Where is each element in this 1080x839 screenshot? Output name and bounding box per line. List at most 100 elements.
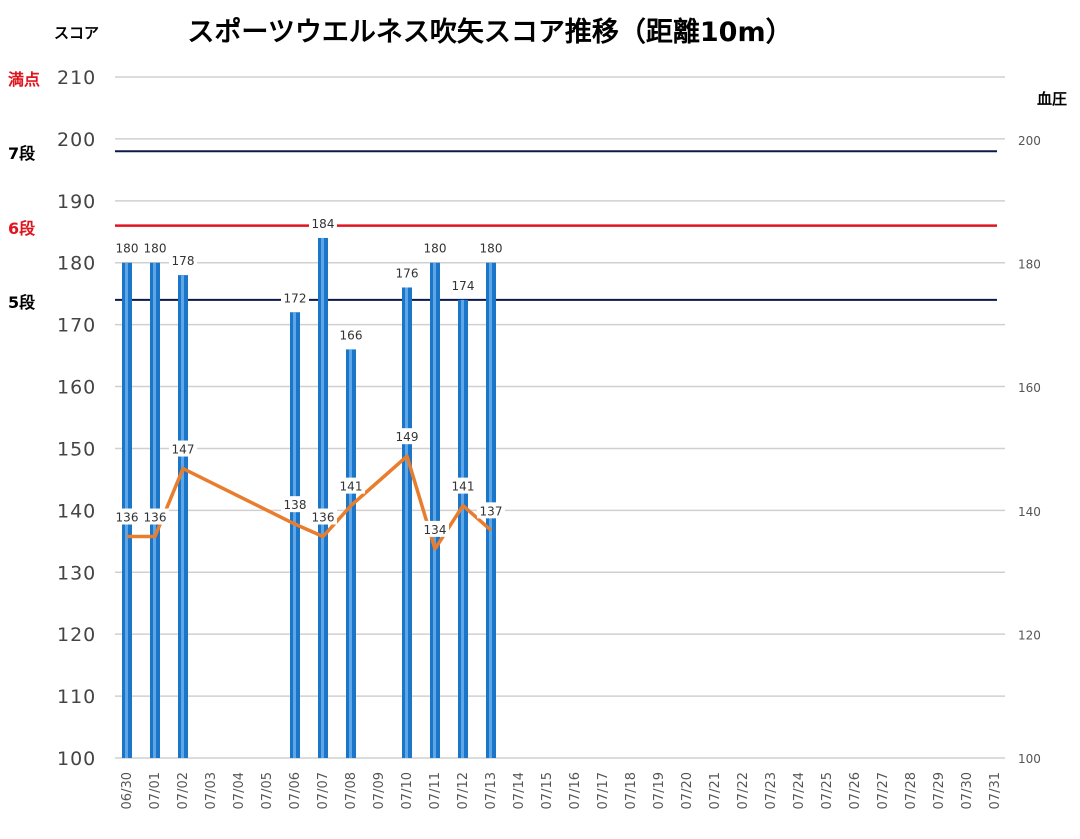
x-tick-label: 07/02 [176, 772, 191, 809]
x-tick-label: 07/19 [652, 772, 667, 809]
left-axis-title: スコア [54, 24, 100, 42]
x-tick-label: 07/24 [792, 772, 807, 809]
chart-title: スポーツウエルネス吹矢スコア推移（距離10m） [187, 17, 793, 48]
x-tick-label: 07/07 [316, 772, 331, 809]
data-label-bg [141, 239, 169, 256]
x-tick-label: 07/08 [344, 772, 359, 809]
x-tick-label: 07/17 [596, 772, 611, 809]
bar-data-label: 172 [284, 291, 307, 305]
data-label-bg [477, 239, 505, 256]
x-tick-label: 07/31 [988, 772, 1003, 809]
line-data-label: 136 [144, 511, 167, 525]
x-tick-label: 07/12 [456, 772, 471, 809]
bar-highlight [405, 287, 408, 758]
y2-tick-label: 160 [1018, 381, 1041, 395]
data-label-bg [393, 264, 421, 281]
y-tick-label: 170 [57, 315, 96, 337]
rank-7-label: 7段 [8, 144, 36, 164]
bar-data-label: 180 [116, 242, 139, 256]
y-tick-label: 140 [57, 500, 96, 522]
data-label-bg [113, 508, 141, 525]
data-label-bg [393, 428, 421, 445]
data-label-bg [477, 502, 505, 519]
right-axis-title: 血圧 [1037, 90, 1068, 108]
y-tick-label: 150 [57, 438, 96, 460]
bar-data-label: 180 [144, 242, 167, 256]
x-tick-label: 07/10 [400, 772, 415, 809]
x-tick-label: 07/13 [484, 772, 499, 809]
bar-data-label: 180 [424, 242, 447, 256]
bar-data-label: 174 [452, 279, 475, 293]
line-data-label: 136 [312, 511, 335, 525]
bar-highlight [293, 312, 296, 758]
x-tick-label: 07/22 [736, 772, 751, 809]
rank-5-label: 5段 [8, 292, 36, 312]
data-label-bg [309, 214, 337, 231]
bar-highlight [321, 237, 324, 759]
data-label-bg [113, 239, 141, 256]
bar-data-label: 184 [312, 217, 335, 231]
y-tick-label: 180 [57, 253, 96, 275]
y2-tick-label: 180 [1018, 258, 1041, 272]
y-tick-label: 190 [57, 191, 96, 213]
bar-data-label: 176 [396, 266, 419, 280]
x-tick-label: 07/30 [960, 772, 975, 809]
x-tick-label: 07/05 [260, 772, 275, 809]
bar-highlight [349, 349, 352, 758]
line-data-label: 137 [480, 504, 503, 518]
y-tick-label: 120 [57, 624, 96, 646]
data-label-bg [281, 496, 309, 513]
x-tick-label: 07/11 [428, 772, 443, 809]
line-data-label: 136 [116, 511, 139, 525]
line-data-label: 141 [340, 480, 363, 494]
line-data-label: 134 [424, 523, 447, 537]
data-label-bg [421, 239, 449, 256]
y-tick-label: 130 [57, 562, 96, 584]
x-tick-label: 07/14 [512, 772, 527, 809]
data-label-bg [141, 508, 169, 525]
data-label-bg [281, 289, 309, 306]
line-data-label: 147 [172, 443, 195, 457]
data-label-bg [449, 477, 477, 494]
x-tick-label: 07/16 [568, 772, 583, 809]
line-data-label: 138 [284, 498, 307, 512]
x-tick-label: 07/15 [540, 772, 555, 809]
bar-data-label: 166 [340, 328, 363, 342]
y-tick-label: 100 [57, 748, 96, 770]
bar-highlight [461, 299, 464, 758]
bar-highlight [181, 275, 184, 758]
x-tick-label: 07/01 [148, 772, 163, 809]
x-tick-label: 07/03 [204, 772, 219, 809]
bar-data-label: 180 [480, 242, 503, 256]
data-label-bg [337, 477, 365, 494]
x-tick-label: 07/06 [288, 772, 303, 809]
x-tick-label: 07/04 [232, 772, 247, 809]
x-tick-label: 07/28 [904, 772, 919, 809]
y2-tick-label: 200 [1018, 134, 1041, 148]
x-tick-label: 07/29 [932, 772, 947, 809]
data-label-bg [421, 520, 449, 537]
x-tick-label: 07/21 [708, 772, 723, 809]
line-data-label: 141 [452, 480, 475, 494]
data-label-bg [449, 276, 477, 293]
x-tick-label: 07/25 [820, 772, 835, 809]
bar-data-label: 178 [172, 254, 195, 268]
bar-highlight [433, 262, 436, 758]
data-label-bg [169, 440, 197, 457]
x-tick-label: 07/20 [680, 772, 695, 809]
y-tick-label: 110 [57, 686, 96, 708]
x-tick-label: 07/18 [624, 772, 639, 809]
y-tick-label: 200 [57, 129, 96, 151]
y2-tick-label: 140 [1018, 505, 1041, 519]
x-tick-label: 07/09 [372, 772, 387, 809]
data-label-bg [309, 508, 337, 525]
line-data-label: 149 [396, 430, 419, 444]
y-tick-label: 210 [57, 67, 96, 89]
x-tick-label: 07/23 [764, 772, 779, 809]
y-tick-label: 160 [57, 377, 96, 399]
y2-tick-label: 100 [1018, 752, 1041, 766]
data-label-bg [169, 252, 197, 269]
x-tick-label: 07/26 [848, 772, 863, 809]
x-tick-label: 06/30 [120, 772, 135, 809]
